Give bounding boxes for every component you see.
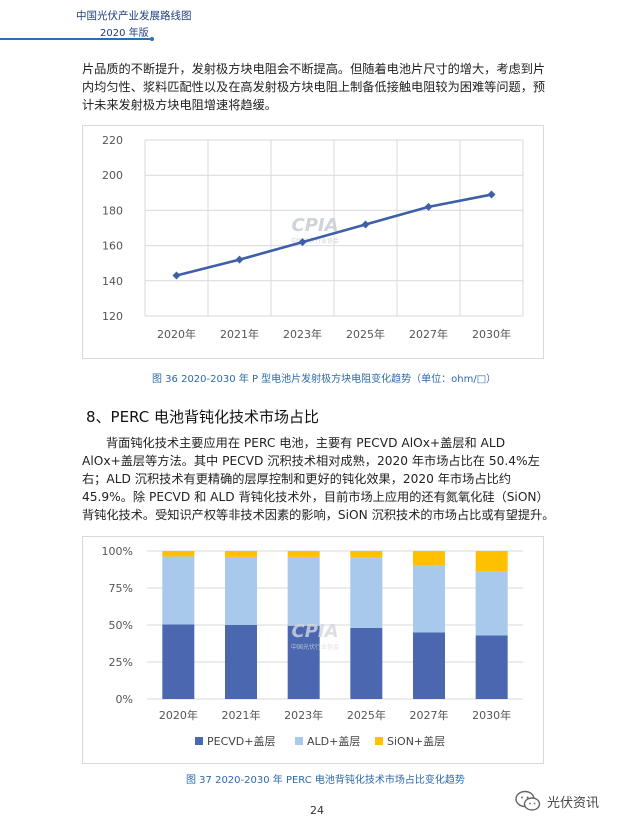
bar-segment: [350, 557, 383, 628]
header-rule-dot: [150, 37, 154, 41]
bar-chart-x-tick-label: 2023年: [284, 708, 323, 722]
line-chart-series: [172, 190, 496, 280]
paragraph-emitter-resistance: 片品质的不断提升，发射极方块电阻会不断提高。但随着电池片尺寸的增大，考虑到片内均…: [82, 62, 546, 112]
bar-segment: [162, 551, 195, 557]
watermark-subtitle: 中国光伏行业协会: [291, 237, 339, 245]
paragraph-perc-passivation: 背面钝化技术主要应用在 PERC 电池，主要有 PECVD AlOx+盖层和 A…: [82, 434, 557, 524]
bar-chart-x-tick-label: 2021年: [222, 708, 261, 722]
legend-swatch: [295, 737, 303, 745]
watermark-subtitle: 中国光伏行业协会: [291, 643, 339, 651]
line-chart-y-axis: 120 140 160 180 200 220: [102, 134, 123, 323]
line-chart-point: [298, 238, 307, 247]
bar-segment: [287, 551, 320, 557]
line-chart-x-tick-label: 2021年: [220, 327, 259, 341]
bar-chart-legend: PECVD+盖层 ALD+盖层 SiON+盖层: [195, 734, 445, 748]
line-chart-y-tick-label: 120: [102, 310, 123, 323]
bar-chart-bars: [162, 551, 508, 699]
wechat-account-name: 光伏资讯: [547, 795, 600, 811]
bar-chart-y-tick-label: 25%: [109, 656, 133, 669]
bar-segment: [225, 551, 257, 557]
bar-segment: [350, 627, 383, 699]
line-chart-x-tick-label: 2023年: [283, 327, 322, 341]
legend-label: PECVD+盖层: [207, 734, 275, 748]
legend-label: ALD+盖层: [307, 734, 360, 748]
line-chart-y-tick-label: 140: [102, 275, 123, 288]
bar-segment: [413, 565, 445, 633]
line-chart-y-tick-label: 160: [102, 240, 123, 253]
wechat-watermark: 光伏资讯: [515, 790, 599, 812]
line-chart-point: [487, 190, 496, 199]
line-chart-x-tick-label: 2027年: [409, 327, 448, 341]
line-chart-x-tick-label: 2025年: [346, 327, 385, 341]
line-chart-point: [235, 255, 244, 264]
stacked-bar-chart-container: CPIA 中国光伏行业协会 0% 25% 50% 75% 100% 2020年 2021年…: [82, 536, 544, 764]
header-rule: [0, 38, 150, 40]
line-chart-point: [172, 271, 181, 280]
figure-36-caption: 图 36 2020-2030 年 P 型电池片发射极方块电阻变化趋势（单位：oh…: [152, 374, 497, 385]
line-chart-x-axis: 2020年 2021年 2023年 2025年 2027年 2030年: [157, 327, 511, 341]
bar-segment: [475, 635, 508, 699]
bar-segment: [162, 556, 195, 625]
section-title: 8、PERC 电池背钝化技术市场占比: [86, 408, 319, 426]
bar-chart-y-tick-label: 50%: [109, 619, 133, 632]
bar-segment: [287, 556, 320, 626]
bar-segment: [413, 632, 445, 699]
bar-segment: [287, 625, 320, 699]
watermark-logo: CPIA: [291, 621, 338, 642]
line-chart-x-tick-label: 2020年: [157, 327, 196, 341]
line-chart-container: CPIA 中国光伏行业协会 120 140 160 180 200 220 2020年 20…: [82, 125, 544, 359]
bar-segment: [475, 551, 508, 572]
bar-chart-x-tick-label: 2027年: [410, 708, 449, 722]
page-number: 24: [310, 804, 324, 817]
document-header-edition: 2020 年版: [100, 28, 149, 39]
bar-chart-watermark: CPIA 中国光伏行业协会: [291, 621, 339, 651]
watermark-logo: CPIA: [291, 215, 338, 236]
line-chart-y-tick-label: 220: [102, 134, 123, 147]
legend-swatch: [195, 737, 203, 745]
line-chart-point: [424, 202, 433, 211]
bar-chart-x-tick-label: 2030年: [472, 708, 511, 722]
bar-segment: [350, 551, 383, 558]
wechat-icon: [515, 790, 541, 811]
line-chart-watermark: CPIA 中国光伏行业协会: [291, 215, 339, 245]
bar-segment: [225, 625, 257, 699]
bar-chart-y-tick-label: 0%: [116, 693, 133, 706]
bar-chart-y-tick-label: 75%: [109, 582, 133, 595]
line-chart-point: [361, 220, 370, 229]
line-chart-x-tick-label: 2030年: [472, 327, 511, 341]
paragraph-perc-passivation-text: 背面钝化技术主要应用在 PERC 电池，主要有 PECVD AlOx+盖层和 A…: [82, 436, 555, 522]
bar-segment: [475, 571, 508, 636]
bar-chart-y-axis: 0% 25% 50% 75% 100%: [102, 545, 133, 706]
document-header-title: 中国光伏产业发展路线图: [76, 10, 192, 22]
bar-segment: [413, 551, 445, 566]
stacked-bar-chart: CPIA 中国光伏行业协会 0% 25% 50% 75% 100% 2020年 2021年…: [102, 545, 523, 748]
bar-segment: [162, 624, 195, 699]
line-chart-y-tick-label: 200: [102, 169, 123, 182]
line-chart-gridlines: [144, 139, 524, 317]
bar-chart-gridlines: [147, 550, 523, 700]
bar-chart-y-tick-label: 100%: [102, 545, 133, 558]
legend-swatch: [375, 737, 383, 745]
legend-label: SiON+盖层: [387, 734, 445, 748]
bar-chart-x-axis: 2020年 2021年 2023年 2025年 2027年 2030年: [159, 708, 511, 722]
bar-chart-x-tick-label: 2025年: [347, 708, 386, 722]
bar-chart-x-tick-label: 2020年: [159, 708, 198, 722]
line-chart-y-tick-label: 180: [102, 204, 123, 217]
bar-segment: [225, 556, 257, 625]
line-chart-series-line: [176, 193, 492, 277]
figure-37-caption: 图 37 2020-2030 年 PERC 电池背钝化技术市场占比变化趋势: [186, 775, 465, 786]
